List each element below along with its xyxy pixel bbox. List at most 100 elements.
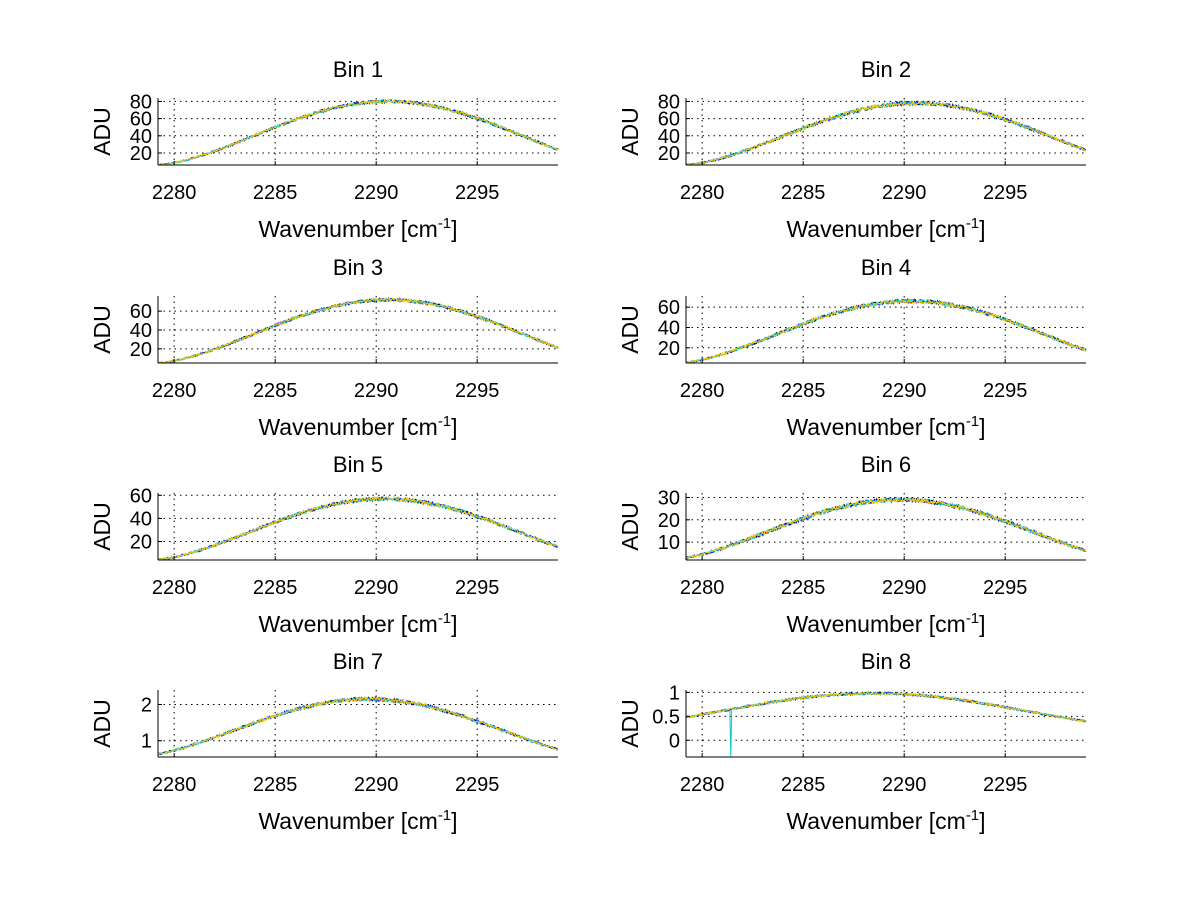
series-line-2 xyxy=(157,696,559,756)
subplot-title: Bin 7 xyxy=(333,649,383,674)
x-tick-label: 2280 xyxy=(680,182,725,204)
y-tick-label: 60 xyxy=(130,485,152,507)
y-axis-label: ADU xyxy=(617,305,643,354)
x-tick-label: 2285 xyxy=(253,774,298,796)
x-tick-label: 2290 xyxy=(882,577,927,599)
y-axis-label: ADU xyxy=(617,107,643,156)
series-line-2 xyxy=(158,297,559,364)
series-line-3 xyxy=(686,691,1087,758)
series-line-4 xyxy=(157,496,559,561)
x-axis-label: Wavenumber [cm-1] xyxy=(786,215,985,242)
y-tick-label: 0.5 xyxy=(652,706,680,728)
x-tick-label: 2280 xyxy=(680,577,725,599)
y-axis-label: ADU xyxy=(617,699,643,748)
subplot-7: 2280 2285 2290 2295 1 2 Bin 7 Wavenumber [cm-1]… xyxy=(89,649,559,834)
y-tick-label: 20 xyxy=(658,338,680,360)
x-axis-label: Wavenumber [cm-1] xyxy=(786,413,985,440)
y-tick-label: 40 xyxy=(130,508,152,530)
x-tick-label: 2290 xyxy=(354,577,399,599)
y-tick-label: 1 xyxy=(669,682,680,704)
x-tick-label: 2295 xyxy=(455,774,500,796)
x-tick-label: 2295 xyxy=(983,577,1028,599)
y-tick-label: 2 xyxy=(141,694,152,716)
x-tick-label: 2280 xyxy=(152,380,197,402)
y-tick-label: 0 xyxy=(669,730,680,752)
subplot-title: Bin 4 xyxy=(861,255,911,280)
x-tick-label: 2295 xyxy=(455,577,500,599)
y-axis-label: ADU xyxy=(89,107,115,156)
series-line-3 xyxy=(685,100,1087,166)
x-axis-label: Wavenumber [cm-1] xyxy=(786,610,985,637)
x-tick-label: 2295 xyxy=(455,380,500,402)
x-tick-label: 2285 xyxy=(781,182,826,204)
x-tick-label: 2290 xyxy=(882,380,927,402)
y-tick-label: 20 xyxy=(658,143,680,165)
series-line-3 xyxy=(685,298,1086,364)
series-line-4 xyxy=(685,298,1087,363)
series-line-4 xyxy=(685,496,1087,559)
series-line-4 xyxy=(157,696,559,756)
x-tick-label: 2280 xyxy=(152,774,197,796)
y-tick-label: 40 xyxy=(658,317,680,339)
subplot-title: Bin 2 xyxy=(861,57,911,82)
x-tick-label: 2295 xyxy=(455,182,500,204)
series-line-1 xyxy=(157,99,559,166)
y-tick-label: 80 xyxy=(130,91,152,113)
x-tick-label: 2280 xyxy=(152,577,197,599)
x-axis-label: Wavenumber [cm-1] xyxy=(258,215,457,242)
y-tick-label: 20 xyxy=(658,510,680,532)
y-tick-label: 20 xyxy=(130,143,152,165)
series-line-1 xyxy=(157,496,559,561)
series-line-3 xyxy=(157,297,559,364)
series-line-1 xyxy=(685,100,1087,166)
series-line-2 xyxy=(685,691,1087,723)
y-tick-label: 40 xyxy=(658,126,680,148)
subplot-title: Bin 8 xyxy=(861,649,911,674)
x-tick-label: 2290 xyxy=(354,380,399,402)
y-tick-label: 60 xyxy=(130,109,152,131)
series-line-4 xyxy=(685,691,1087,723)
series-line-2 xyxy=(685,298,1087,364)
x-axis-label: Wavenumber [cm-1] xyxy=(786,807,985,834)
series-line-2 xyxy=(685,100,1087,166)
series-line-3 xyxy=(157,99,559,166)
y-tick-label: 30 xyxy=(658,487,680,509)
x-tick-label: 2290 xyxy=(354,182,399,204)
series-line-1 xyxy=(685,297,1087,364)
x-axis-label: Wavenumber [cm-1] xyxy=(258,807,457,834)
x-tick-label: 2295 xyxy=(983,380,1028,402)
series-line-1 xyxy=(157,696,559,756)
x-tick-label: 2285 xyxy=(781,577,826,599)
series-line-1 xyxy=(157,297,559,364)
x-tick-label: 2285 xyxy=(253,380,298,402)
subplot-title: Bin 3 xyxy=(333,255,383,280)
subplot-title: Bin 1 xyxy=(333,57,383,82)
x-tick-label: 2295 xyxy=(983,774,1028,796)
x-tick-label: 2295 xyxy=(983,182,1028,204)
y-tick-label: 20 xyxy=(130,532,152,554)
series-line-4 xyxy=(686,100,1087,166)
series-line-4 xyxy=(157,297,559,364)
x-axis-label: Wavenumber [cm-1] xyxy=(258,413,457,440)
series-line-3 xyxy=(158,696,559,755)
series-line-2 xyxy=(157,496,559,561)
x-tick-label: 2285 xyxy=(253,182,298,204)
y-axis-label: ADU xyxy=(89,502,115,551)
y-tick-label: 1 xyxy=(141,731,152,753)
y-tick-label: 40 xyxy=(130,320,152,342)
x-tick-label: 2290 xyxy=(882,182,927,204)
y-axis-label: ADU xyxy=(89,305,115,354)
x-tick-label: 2280 xyxy=(152,182,197,204)
x-tick-label: 2285 xyxy=(253,577,298,599)
subplot-8: 2280 2285 2290 2295 00.51 Bin 8 Wavenumber [cm… xyxy=(617,649,1087,834)
y-tick-label: 40 xyxy=(130,126,152,148)
x-tick-label: 2285 xyxy=(781,774,826,796)
x-tick-label: 2290 xyxy=(882,774,927,796)
x-axis-label: Wavenumber [cm-1] xyxy=(258,610,457,637)
x-tick-label: 2285 xyxy=(781,380,826,402)
